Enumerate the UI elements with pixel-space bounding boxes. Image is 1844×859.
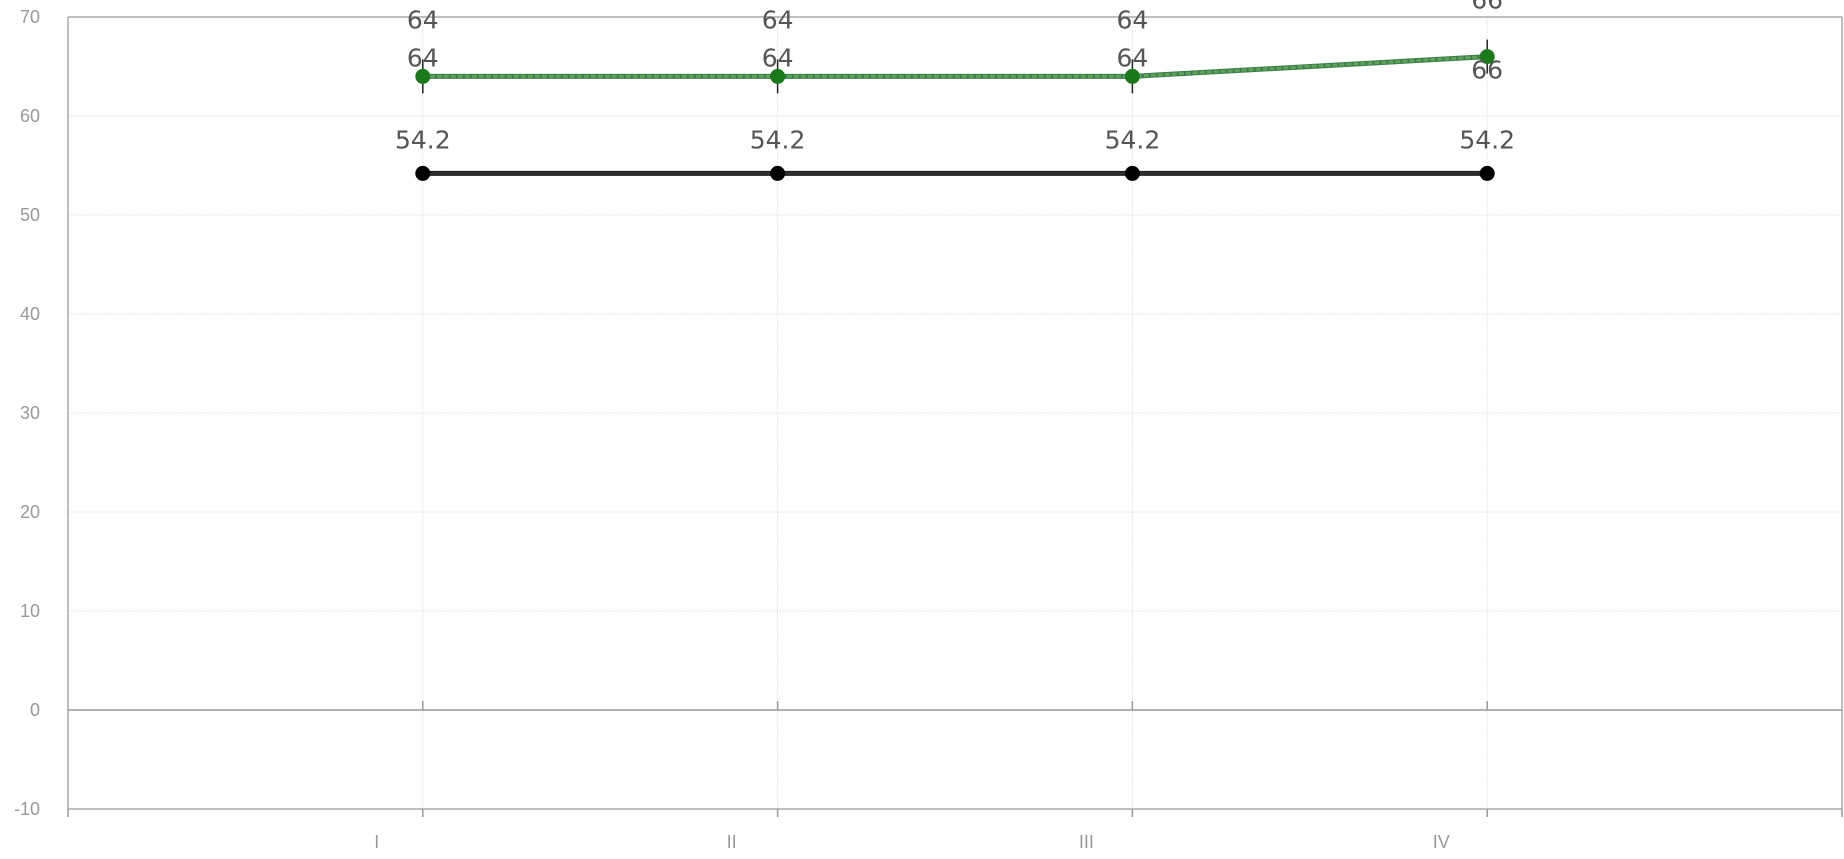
grid-layer — [68, 17, 1842, 809]
y-tick-label: 0 — [30, 700, 40, 720]
data-label: 54.2 — [1105, 125, 1161, 154]
data-point — [1124, 68, 1140, 84]
data-label: 54.2 — [750, 125, 806, 154]
series-layer — [415, 39, 1495, 181]
y-tick-label: 70 — [20, 7, 40, 27]
data-label: 64 — [407, 5, 439, 34]
data-label-inline: 64 — [762, 43, 794, 72]
y-tick-label: 60 — [20, 106, 40, 126]
x-tick-label: I — [374, 832, 379, 852]
y-tick-label: 40 — [20, 304, 40, 324]
data-point — [770, 68, 786, 84]
data-point — [1479, 49, 1495, 65]
series-group — [415, 165, 1495, 181]
data-point — [1479, 165, 1495, 181]
data-label: 64 — [762, 5, 794, 34]
y-tick-label: 10 — [20, 601, 40, 621]
data-label: 54.2 — [1459, 125, 1515, 154]
data-label: 66 — [1471, 0, 1503, 15]
x-tick-label: II — [727, 832, 737, 852]
data-point — [1124, 165, 1140, 181]
data-label: 54.2 — [395, 125, 451, 154]
data-label-inline: 64 — [407, 43, 439, 72]
y-tick-label: 50 — [20, 205, 40, 225]
data-point — [415, 68, 431, 84]
x-tick-label: IV — [1433, 832, 1450, 852]
series-group — [415, 39, 1495, 94]
data-point — [415, 165, 431, 181]
data-label: 64 — [1116, 5, 1148, 34]
y-tick-label: -10 — [14, 799, 40, 819]
y-tick-label: 20 — [20, 502, 40, 522]
data-label-inline: 64 — [1116, 43, 1148, 72]
label-layer: 64 64 64 66 64 64 64 66 54.2 54.2 54.2 54.2 — [395, 0, 1515, 154]
x-tick-label: III — [1079, 832, 1094, 852]
data-point — [770, 165, 786, 181]
data-label-inline: 66 — [1471, 56, 1503, 85]
y-tick-label: 30 — [20, 403, 40, 423]
series-line — [422, 55, 1488, 78]
